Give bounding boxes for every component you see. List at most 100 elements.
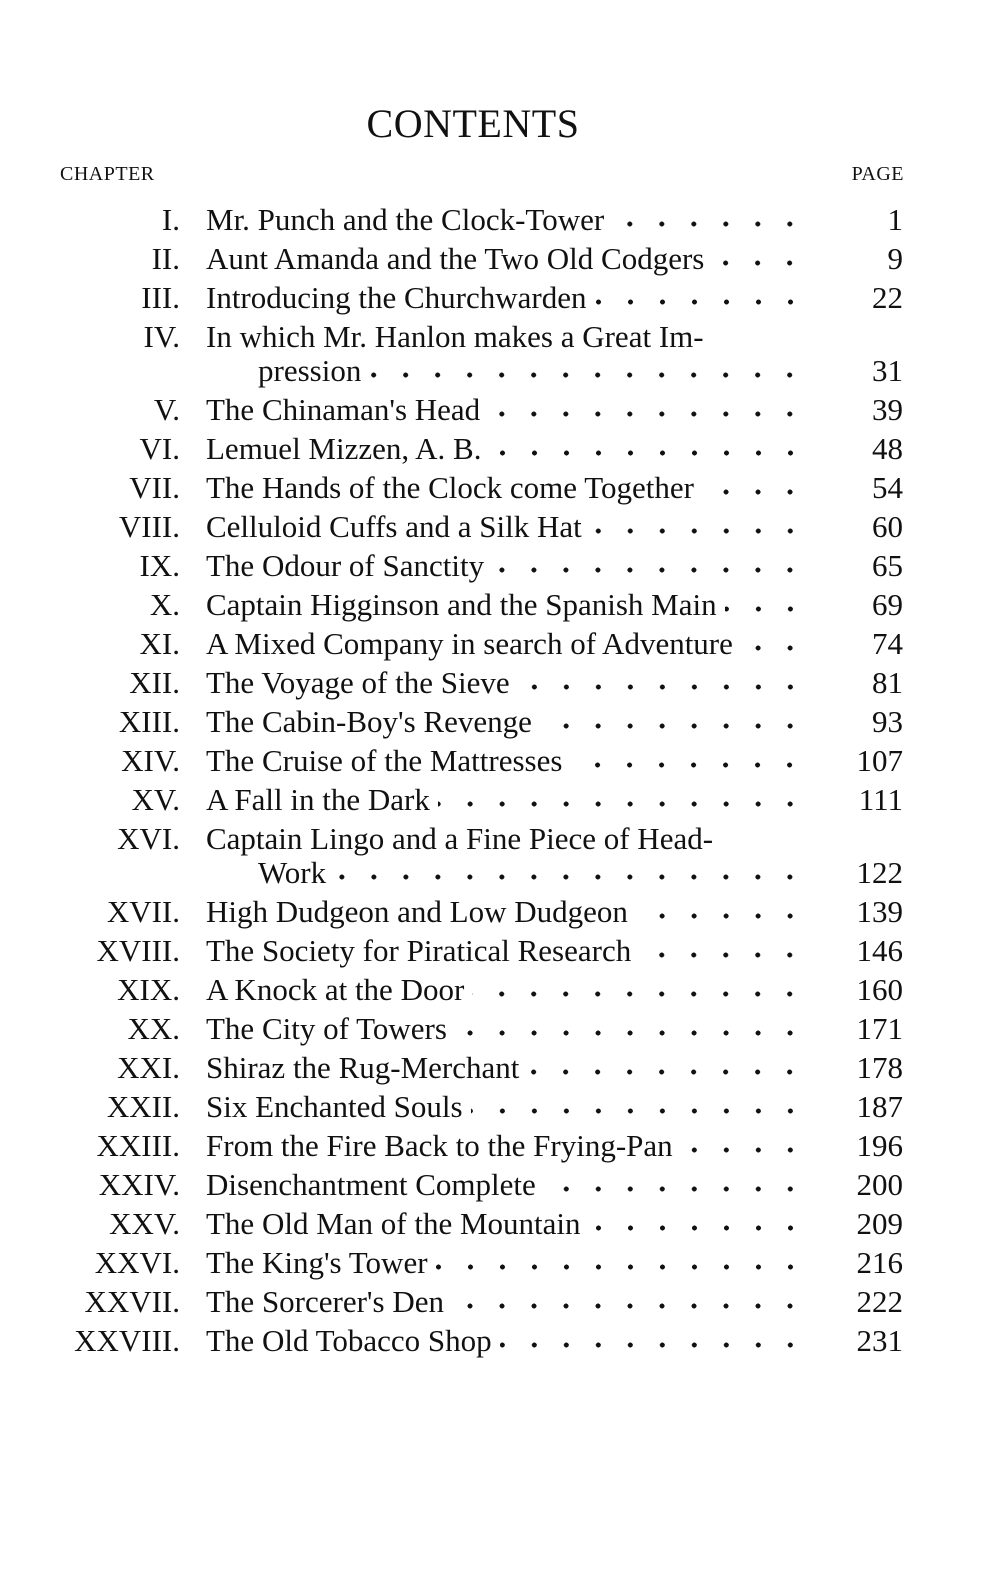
page-number: 200 <box>856 1167 904 1202</box>
chapter-title: The Cabin-Boy's Revenge <box>206 702 806 741</box>
chapter-title: The Hands of the Clock come Together <box>206 468 806 507</box>
page-number: 209 <box>856 1206 904 1241</box>
toc-entry: XIII. The Cabin-Boy's Revenge 93 <box>0 702 982 741</box>
table-of-contents: I. Mr. Punch and the Clock-Tower 1 II. Aunt … <box>0 200 982 1360</box>
page-number: 74 <box>872 626 903 661</box>
chapter-number: VII. <box>129 470 180 505</box>
chapter-title: Six Enchanted Souls <box>206 1087 806 1126</box>
dot-leader <box>454 1009 806 1037</box>
chapter-number: XVIII. <box>96 933 181 968</box>
toc-entry: XII. The Voyage of the Sieve 81 <box>0 663 982 702</box>
dot-leader <box>740 624 806 652</box>
page-number: 48 <box>872 431 903 466</box>
chapter-column-header: CHAPTER <box>60 163 155 185</box>
chapter-title: A Fall in the Dark <box>206 780 806 819</box>
dot-leader <box>712 239 806 267</box>
chapter-title: The Chinaman's Head <box>206 390 806 429</box>
page-number: 81 <box>872 665 903 700</box>
dot-leader <box>334 853 806 881</box>
chapter-title: The Voyage of the Sieve <box>206 663 806 702</box>
chapter-number: XXIII. <box>96 1128 181 1163</box>
dot-leader <box>470 1087 806 1115</box>
chapter-number: X. <box>149 587 180 622</box>
toc-entry: XXVII. The Sorcerer's Den 222 <box>0 1282 982 1321</box>
page-number: 111 <box>858 782 903 817</box>
chapter-number: II. <box>151 241 180 276</box>
chapter-number: XXIV. <box>98 1167 180 1202</box>
chapter-title: The Sorcerer's Den <box>206 1282 806 1321</box>
toc-entry: XIV. The Cruise of the Mattresses 107 <box>0 741 982 780</box>
page-number: 9 <box>887 241 904 276</box>
chapter-title: Mr. Punch and the Clock-Tower <box>206 200 806 239</box>
chapter-title: Lemuel Mizzen, A. B. <box>206 429 806 468</box>
toc-entry: XI. A Mixed Company in search of Adventur… <box>0 624 982 663</box>
dot-leader <box>369 351 806 379</box>
chapter-number: IV. <box>143 319 180 354</box>
chapter-number: XV. <box>131 782 180 817</box>
chapter-number: XII. <box>129 665 180 700</box>
page-number: 69 <box>872 587 903 622</box>
chapter-number: XXVI. <box>94 1245 180 1280</box>
dot-leader <box>589 507 806 535</box>
dot-leader <box>639 931 806 959</box>
chapter-title: Celluloid Cuffs and a Silk Hat <box>206 507 806 546</box>
toc-entry: IX. The Odour of Sanctity 65 <box>0 546 982 585</box>
page-number: 22 <box>872 280 903 315</box>
page-number: 65 <box>872 548 903 583</box>
chapter-title: Introducing the Churchwarden <box>206 278 806 317</box>
dot-leader <box>612 200 806 228</box>
chapter-title: The King's Tower <box>206 1243 806 1282</box>
chapter-title-continued: pression <box>258 351 806 390</box>
page-number: 146 <box>856 933 904 968</box>
chapter-title: Captain Lingo and a Fine Piece of Head- <box>206 821 714 856</box>
page-number: 31 <box>872 353 903 388</box>
toc-entry: II. Aunt Amanda and the Two Old Codgers 9 <box>0 239 982 278</box>
chapter-title: Aunt Amanda and the Two Old Codgers <box>206 239 806 278</box>
chapter-title: The City of Towers <box>206 1009 806 1048</box>
toc-entry: XXVI. The King's Tower 216 <box>0 1243 982 1282</box>
chapter-number: XXV. <box>109 1206 180 1241</box>
page-column-header: PAGE <box>851 163 904 185</box>
dot-leader <box>492 546 806 574</box>
chapter-title: Disenchantment Complete <box>206 1165 806 1204</box>
page-number: 122 <box>856 855 904 890</box>
dot-leader <box>588 1204 806 1232</box>
chapter-title: From the Fire Back to the Frying-Pan <box>206 1126 806 1165</box>
chapter-number: XXVIII. <box>74 1323 180 1358</box>
toc-entry: XVI. Captain Lingo and a Fine Piece of He… <box>0 819 982 892</box>
page-number: 139 <box>856 894 904 929</box>
toc-entry: V. The Chinaman's Head 39 <box>0 390 982 429</box>
page-number: 222 <box>856 1284 904 1319</box>
toc-entry: XVIII. The Society for Piratical Research… <box>0 931 982 970</box>
chapter-title: A Knock at the Door <box>206 970 806 1009</box>
chapter-number: III. <box>141 280 180 315</box>
page-number: 1 <box>887 202 904 237</box>
page-number: 107 <box>856 743 904 778</box>
toc-entry: XXIV. Disenchantment Complete 200 <box>0 1165 982 1204</box>
dot-leader <box>437 780 806 808</box>
page-number: 171 <box>856 1011 904 1046</box>
dot-leader <box>543 1165 806 1193</box>
page-number: 216 <box>856 1245 904 1280</box>
dot-leader <box>724 585 806 613</box>
page-number: 54 <box>872 470 903 505</box>
toc-entry: VIII. Celluloid Cuffs and a Silk Hat 60 <box>0 507 982 546</box>
chapter-title: The Old Tobacco Shop <box>206 1321 806 1360</box>
chapter-number: VI. <box>139 431 180 466</box>
chapter-number: XVI. <box>117 821 180 856</box>
chapter-number: XVII. <box>106 894 180 929</box>
page-number: 60 <box>872 509 903 544</box>
toc-entry: XX. The City of Towers 171 <box>0 1009 982 1048</box>
chapter-title: The Society for Piratical Research <box>206 931 806 970</box>
chapter-number: XIII. <box>118 704 180 739</box>
chapter-number: XI. <box>139 626 180 661</box>
chapter-title: Captain Higginson and the Spanish Main <box>206 585 806 624</box>
dot-leader <box>570 741 806 769</box>
chapter-title: The Odour of Sanctity <box>206 546 806 585</box>
page-number: 187 <box>856 1089 904 1124</box>
toc-entry: XXI. Shiraz the Rug-Merchant 178 <box>0 1048 982 1087</box>
dot-leader <box>472 970 806 998</box>
chapter-title: The Old Man of the Mountain <box>206 1204 806 1243</box>
dot-leader <box>527 1048 806 1076</box>
toc-entry: XVII. High Dudgeon and Low Dudgeon 139 <box>0 892 982 931</box>
